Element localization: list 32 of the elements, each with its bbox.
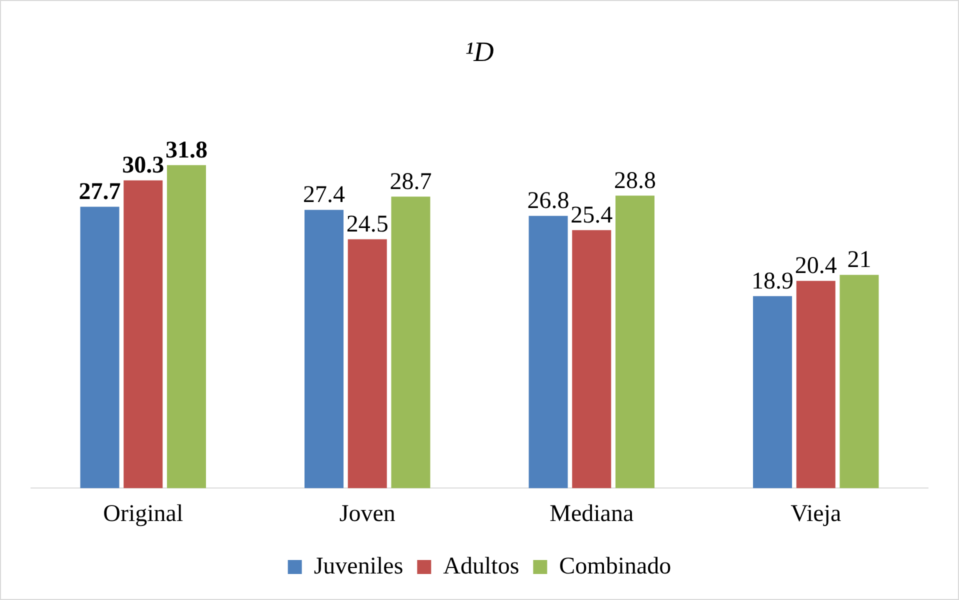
data-label: 24.5 [346,212,388,238]
bar [528,216,568,488]
data-label: 30.3 [122,152,164,179]
data-label: 20.4 [794,253,837,280]
data-label: 28.8 [614,168,656,194]
data-label: 21 [847,247,872,274]
x-tick-label: Mediana [550,500,634,527]
data-label: 26.8 [527,188,570,214]
data-label: 31.8 [165,137,208,164]
bar [348,239,387,488]
data-label: 28.7 [390,168,432,195]
legend-label: Combinado [559,553,672,580]
bar [753,296,792,488]
data-label: 18.9 [752,268,794,294]
legend-label: Juveniles [314,553,404,580]
bar [572,230,612,488]
bar [304,210,344,488]
chart-title: ¹D [465,37,494,68]
data-label: 27.4 [303,182,346,208]
data-label: 25.4 [570,202,613,228]
legend-label: Adultos [443,553,520,580]
bar [124,180,163,488]
bar [840,274,879,488]
x-tick-label: Vieja [790,500,842,527]
bar [796,280,836,488]
x-tick-label: Original [103,500,184,527]
data-label: 27.7 [78,178,121,205]
bar [80,206,120,488]
bar [166,165,206,488]
bar [391,196,430,488]
bar [615,196,654,488]
x-tick-label: Joven [339,500,396,527]
